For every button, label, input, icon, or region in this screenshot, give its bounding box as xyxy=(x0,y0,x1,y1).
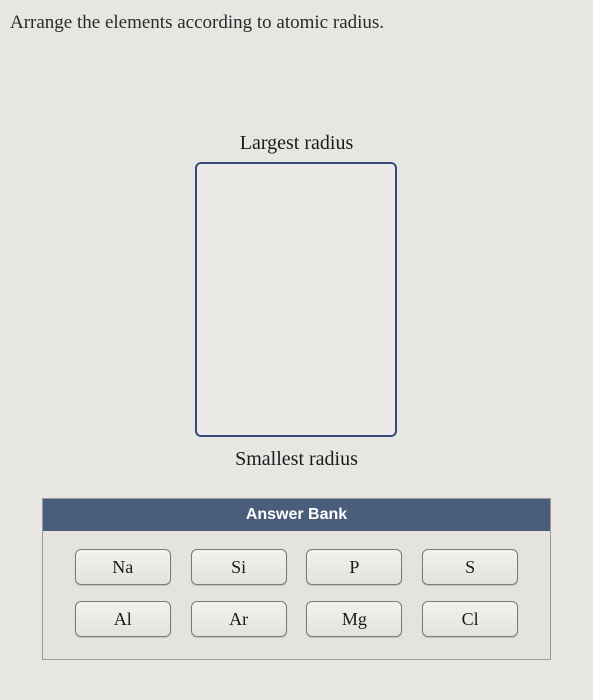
element-tile[interactable]: S xyxy=(422,549,518,585)
answer-bank-header: Answer Bank xyxy=(43,499,550,531)
answer-bank-rows: Na Si P S Al Ar Mg Cl xyxy=(43,531,550,659)
element-tile[interactable]: Ar xyxy=(191,601,287,637)
largest-radius-label: Largest radius xyxy=(0,132,593,155)
question-text: Arrange the elements according to atomic… xyxy=(10,12,384,34)
element-tile[interactable]: Al xyxy=(75,601,171,637)
answer-bank: Answer Bank Na Si P S Al Ar Mg Cl xyxy=(42,498,551,660)
element-tile[interactable]: Si xyxy=(191,549,287,585)
answer-bank-row: Na Si P S xyxy=(43,541,550,593)
element-tile[interactable]: Mg xyxy=(306,601,402,637)
element-tile[interactable]: Cl xyxy=(422,601,518,637)
element-tile[interactable]: Na xyxy=(75,549,171,585)
answer-bank-row: Al Ar Mg Cl xyxy=(43,593,550,645)
element-tile[interactable]: P xyxy=(306,549,402,585)
ranking-drop-zone[interactable] xyxy=(195,162,397,437)
smallest-radius-label: Smallest radius xyxy=(0,448,593,471)
